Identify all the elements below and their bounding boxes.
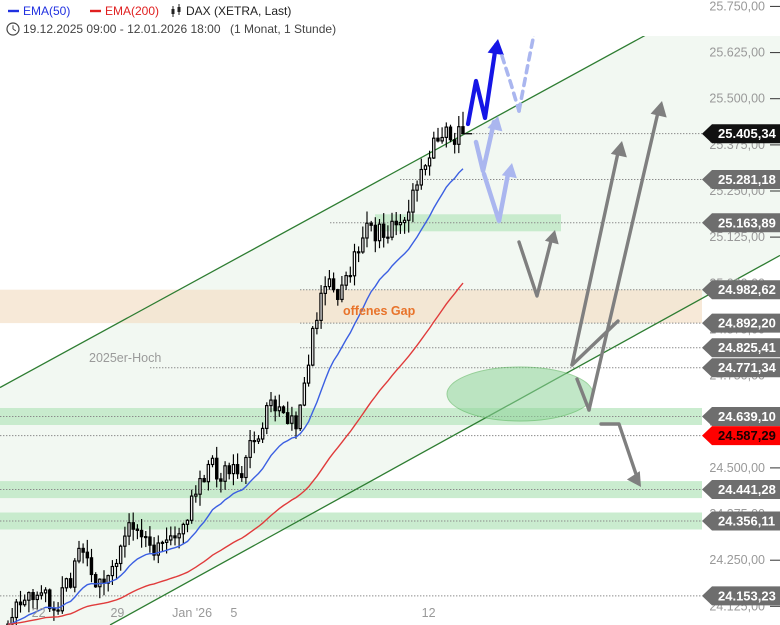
- svg-text:24.153,23: 24.153,23: [718, 588, 776, 603]
- svg-text:2025er-Hoch: 2025er-Hoch: [89, 351, 161, 365]
- svg-text:25.500,00: 25.500,00: [709, 92, 765, 106]
- svg-text:19.12.2025 09:00 - 12.01.2026: 19.12.2025 09:00 - 12.01.2026 18:00: [23, 22, 221, 36]
- svg-text:12: 12: [422, 606, 436, 620]
- svg-text:29: 29: [110, 606, 124, 620]
- svg-text:22: 22: [32, 606, 46, 620]
- svg-text:25.750,00: 25.750,00: [709, 0, 765, 13]
- svg-text:25.405,34: 25.405,34: [718, 126, 777, 141]
- svg-text:25.281,18: 25.281,18: [718, 172, 776, 187]
- svg-text:24.771,34: 24.771,34: [718, 360, 777, 375]
- svg-text:5: 5: [230, 606, 237, 620]
- svg-text:25.625,00: 25.625,00: [709, 46, 765, 60]
- svg-text:24.825,41: 24.825,41: [718, 340, 776, 355]
- svg-text:DAX (XETRA, Last): DAX (XETRA, Last): [186, 4, 291, 18]
- svg-text:24.892,20: 24.892,20: [718, 316, 776, 331]
- svg-text:offenes Gap: offenes Gap: [343, 304, 416, 318]
- svg-text:25.163,89: 25.163,89: [718, 215, 776, 230]
- svg-text:24.982,62: 24.982,62: [718, 282, 776, 297]
- svg-text:EMA(50): EMA(50): [23, 4, 70, 18]
- svg-text:24.250,00: 24.250,00: [709, 553, 765, 567]
- svg-text:24.500,00: 24.500,00: [709, 461, 765, 475]
- svg-text:24.639,10: 24.639,10: [718, 409, 776, 424]
- svg-text:(1 Monat, 1 Stunde): (1 Monat, 1 Stunde): [230, 22, 336, 36]
- svg-text:24.441,28: 24.441,28: [718, 482, 776, 497]
- svg-text:Jan '26: Jan '26: [172, 606, 212, 620]
- svg-text:EMA(200): EMA(200): [105, 4, 159, 18]
- svg-text:24.356,11: 24.356,11: [718, 514, 775, 529]
- svg-text:24.587,29: 24.587,29: [718, 428, 776, 443]
